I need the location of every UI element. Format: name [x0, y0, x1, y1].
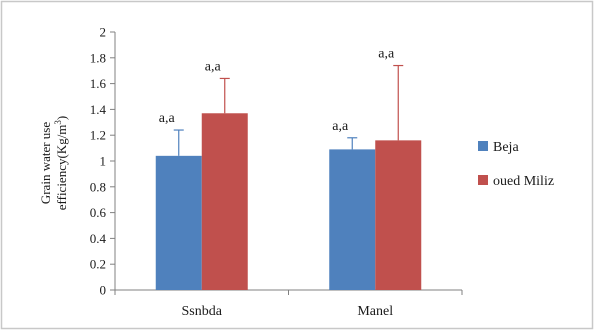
- bar-annotation: a,a: [378, 47, 395, 62]
- y-axis-label-line1: Grain water use: [38, 122, 53, 205]
- y-tick-label: 0.6: [90, 205, 107, 220]
- legend-swatch: [478, 175, 488, 185]
- bar-annotation: a,a: [205, 59, 222, 74]
- bar-annotation: a,a: [332, 119, 349, 134]
- y-tick-label: 0.8: [90, 179, 106, 194]
- y-tick-label: 1.6: [90, 76, 107, 91]
- legend-label: Beja: [493, 140, 519, 155]
- bar: [201, 113, 248, 291]
- y-tick-label: 1.2: [90, 128, 106, 143]
- x-tick-label: Ssnbda: [182, 304, 223, 319]
- y-tick-label: 2: [100, 25, 107, 40]
- y-tick-label: 1.8: [90, 50, 106, 65]
- y-tick-label: 1: [100, 154, 107, 169]
- x-tick-label: Manel: [357, 304, 393, 319]
- bar: [329, 149, 376, 290]
- y-tick-label: 0.2: [90, 257, 106, 272]
- x-tick-labels: Ssnbda Manel: [182, 304, 394, 319]
- y-axis-label: Grain water use efficiency(Kg/m3): [38, 116, 69, 211]
- y-axis-label-line2: efficiency(Kg/m3): [53, 116, 69, 211]
- bar-annotation: a,a: [159, 111, 176, 126]
- legend-label: oued Miliz: [493, 174, 554, 189]
- bar: [155, 155, 202, 290]
- y-tick-label: 0.4: [90, 231, 107, 246]
- legend: Beja oued Miliz: [478, 140, 554, 189]
- bar-annotations: a,a a,a a,a a,a: [159, 47, 395, 134]
- bar: [375, 140, 422, 290]
- y-tick-label: 1.4: [90, 102, 107, 117]
- error-bars: [173, 64, 404, 156]
- bars: [155, 113, 422, 291]
- y-tick-label: 0: [100, 283, 107, 298]
- y-ticks: 0 0.2 0.4 0.6 0.8 1 1.2 1.4 1.6 1.8 2: [90, 25, 115, 298]
- legend-swatch: [478, 141, 488, 151]
